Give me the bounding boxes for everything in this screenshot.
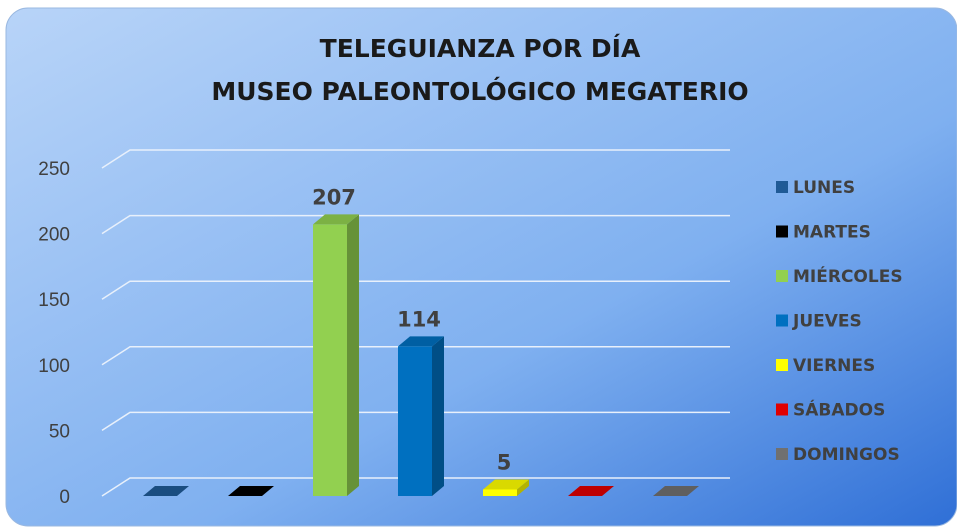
grid-line [101, 346, 730, 366]
bar [483, 489, 517, 496]
y-tick-label: 200 [38, 225, 70, 246]
bar-top [398, 336, 444, 347]
bar-side [347, 214, 359, 496]
grid-line [101, 477, 730, 497]
legend-label: MARTES [793, 223, 871, 243]
data-label: 207 [312, 185, 356, 209]
y-tick-label: 250 [38, 159, 70, 180]
legend-label: VIERNES [793, 356, 875, 376]
legend-label: MIÉRCOLES [793, 265, 903, 287]
grid-line [101, 280, 730, 300]
legend-swatch [776, 448, 788, 460]
legend-label: JUEVES [792, 312, 862, 332]
bar-top [143, 486, 189, 496]
bar [313, 224, 347, 496]
legend-swatch [776, 359, 788, 371]
grid-line [101, 411, 730, 432]
data-label: 5 [497, 450, 512, 474]
legend-swatch [776, 314, 788, 327]
grid-line [101, 214, 730, 235]
bar-side [517, 479, 529, 496]
chart-subtitle: MUSEO PALEONTOLÓGICO MEGATERIO [211, 76, 748, 106]
bar-top [653, 486, 699, 496]
y-tick-label: 150 [38, 290, 70, 311]
y-tick-label: 0 [59, 487, 70, 508]
legend-swatch [776, 225, 788, 238]
legend-swatch [776, 181, 788, 193]
bar-top [568, 486, 614, 496]
legend-swatch [776, 270, 788, 282]
legend-label: LUNES [793, 178, 855, 198]
grid-line [101, 149, 730, 169]
panel [5, 7, 957, 527]
bar-top [228, 486, 274, 496]
bar [398, 346, 432, 496]
y-tick-label: 50 [49, 421, 70, 442]
y-tick-label: 100 [38, 356, 70, 377]
bar-top [313, 214, 359, 225]
chart-title: TELEGUIANZA POR DÍA [320, 34, 641, 63]
legend-label: SÁBADOS [793, 399, 885, 421]
bar-side [432, 336, 444, 496]
data-label: 114 [397, 307, 441, 331]
bar-top [483, 479, 529, 490]
legend-swatch [776, 403, 788, 416]
legend-label: DOMINGOS [793, 445, 900, 465]
